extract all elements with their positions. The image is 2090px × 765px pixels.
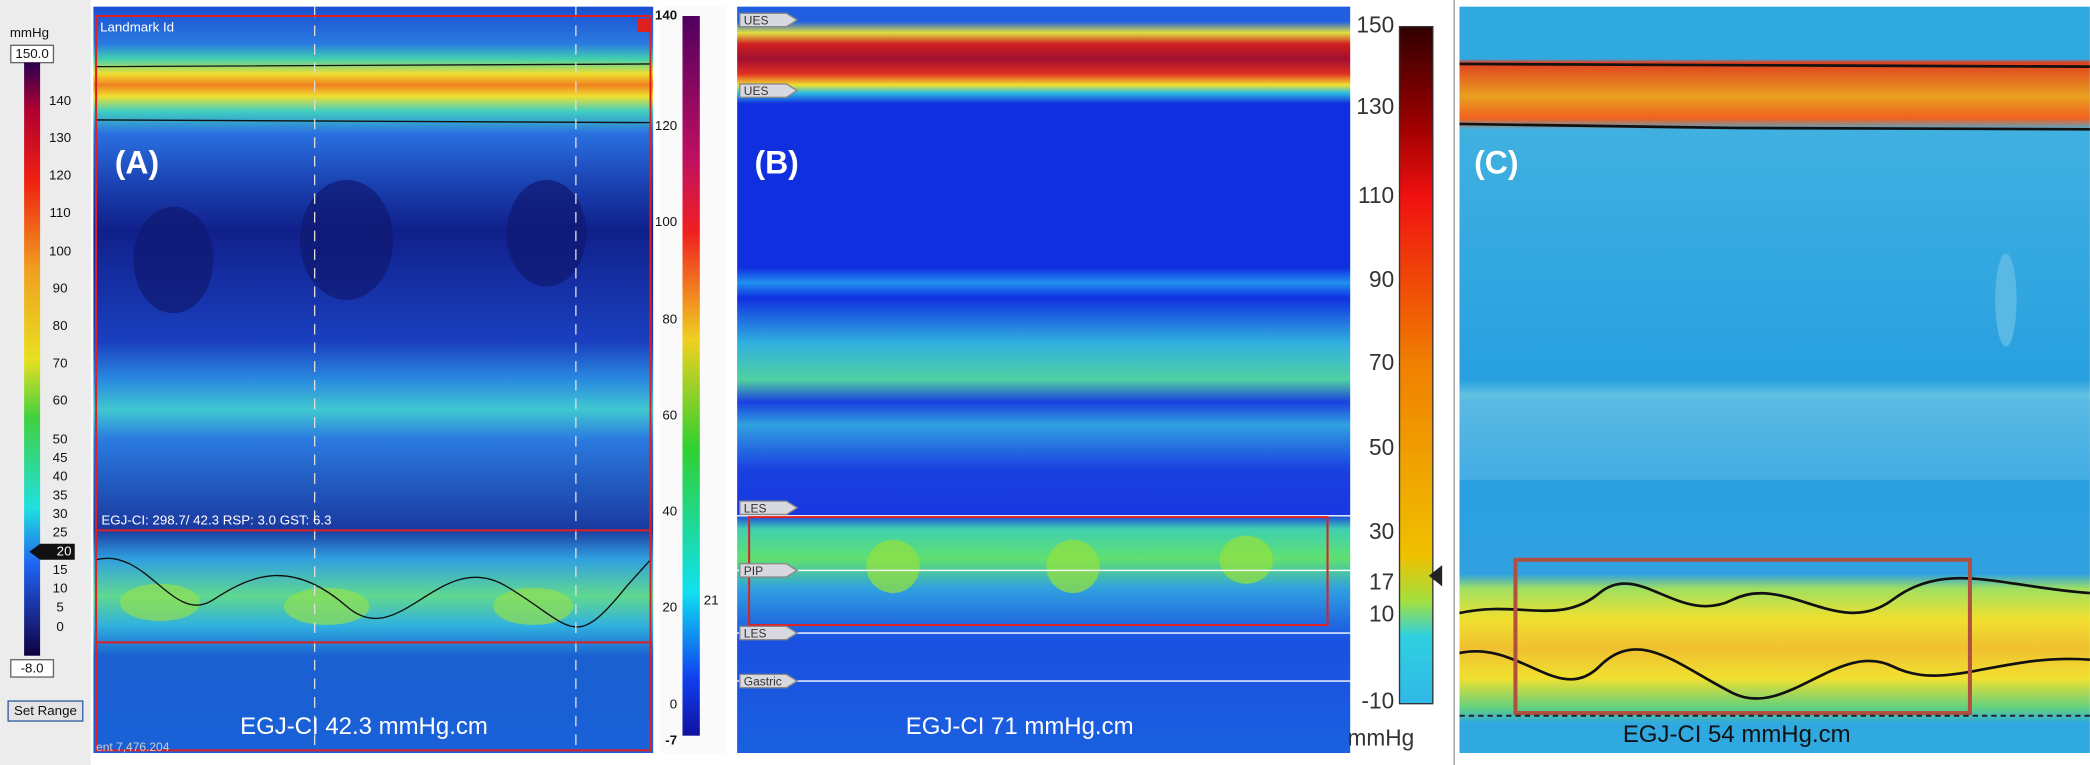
button-label[interactable]: Set Range <box>14 703 77 718</box>
tick-label: 50 <box>1369 434 1394 460</box>
tick-labels: 1401301201101009080706050454035302515105… <box>49 93 71 634</box>
marker <box>29 543 75 560</box>
event: ent 7,476.204 <box>96 740 170 754</box>
tick-label: 60 <box>662 407 677 422</box>
marker-label: 21 <box>704 593 719 608</box>
texture <box>866 535 1273 594</box>
tick-label: 140 <box>49 93 71 108</box>
tick-label: 150 <box>1356 12 1394 38</box>
caption: EGJ-CI 71 mmHg.cm <box>906 713 1134 740</box>
tab <box>739 673 799 689</box>
panel-label: (B) <box>754 145 798 181</box>
colorbar <box>1398 25 1434 705</box>
landmark-label: UES <box>744 84 769 98</box>
region-box <box>1513 557 1972 716</box>
close[interactable] <box>637 18 651 32</box>
tick-label: 90 <box>1369 266 1394 292</box>
tick-label: 130 <box>49 130 71 145</box>
tick-label: 0 <box>670 697 677 712</box>
panel-b: UES UES LES PIP LES Gastric (B) EGJ-CI 71 mmH… <box>737 6 1443 754</box>
tick-label: 130 <box>1356 93 1394 119</box>
tick-labels: 140 120 100 80 60 40 20 0 -7 <box>655 8 677 748</box>
heatmap <box>93 6 654 754</box>
caption: EGJ-CI 54 mmHg.cm <box>1623 721 1851 748</box>
tick-label: 80 <box>662 311 677 326</box>
colorbar <box>682 15 700 736</box>
tick-label: -7 <box>665 733 677 748</box>
panel-c: (C) EGJ-CI 54 mmHg.cm <box>1459 6 2090 754</box>
tick-label: 110 <box>1358 182 1394 208</box>
marker <box>1428 565 1443 587</box>
tick-label: 5 <box>56 599 63 614</box>
tick-label: 120 <box>655 118 677 133</box>
tick-label: 30 <box>53 506 68 521</box>
landmark-label: LES <box>744 627 767 641</box>
unit: mmHg <box>10 25 49 40</box>
landmark-label: Landmark Id <box>100 20 174 35</box>
tick-label: 10 <box>53 581 68 596</box>
info: EGJ-CI: 298.7/ 42.3 RSP: 3.0 GST: 6.3 <box>101 513 331 528</box>
tick-label: 70 <box>1369 349 1394 375</box>
tick-label: 100 <box>655 214 677 229</box>
heatmap <box>737 6 1351 754</box>
tick-label: 17 <box>1369 569 1394 595</box>
tick-label: 80 <box>53 318 68 333</box>
tick-label: 140 <box>655 8 677 23</box>
max-value: 150.0 <box>15 46 48 61</box>
tick-label: 50 <box>53 431 68 446</box>
tab <box>739 625 799 641</box>
landmark-label: Gastric <box>744 675 782 689</box>
tick-label: 100 <box>49 243 71 258</box>
tick-label: 60 <box>53 393 68 408</box>
panel-label: (A) <box>115 145 159 181</box>
panel-label: (C) <box>1474 145 1518 181</box>
texture <box>120 179 587 626</box>
tick-label: 110 <box>49 205 70 220</box>
tab <box>739 12 799 28</box>
tick-label: 30 <box>1369 518 1394 544</box>
tick-label: 90 <box>53 281 68 296</box>
landmarks: UES UES LES PIP LES Gastric <box>739 12 799 689</box>
scale-panel <box>0 0 91 765</box>
min-box <box>10 659 55 678</box>
tick-label: 10 <box>1369 601 1394 627</box>
set-range-button[interactable] <box>7 700 84 722</box>
tick-label: 20 <box>662 599 677 614</box>
tick-labels: 150 130 110 90 70 50 30 17 10 -10 <box>1356 12 1394 714</box>
tick-label: 70 <box>53 355 68 370</box>
panel-a: mmHg 150.0 14013012011010090807060504540… <box>0 0 727 765</box>
tab <box>739 563 799 578</box>
landmark-label: UES <box>744 13 769 27</box>
tick-label: 120 <box>49 167 71 182</box>
heatmap <box>1459 6 2090 754</box>
caption: EGJ-CI 42.3 mmHg.cm <box>240 713 488 740</box>
landmark-label: PIP <box>744 564 763 578</box>
tick-label: 25 <box>53 525 68 540</box>
tick-label: 35 <box>53 487 68 502</box>
tick-label: 45 <box>53 450 68 465</box>
unit: mmHg <box>1348 725 1415 751</box>
tick-label: 40 <box>53 469 68 484</box>
marker-label: 20 <box>57 543 72 558</box>
tick-label: 40 <box>662 503 677 518</box>
landmark-label: LES <box>744 501 767 515</box>
tick-label: 0 <box>56 619 63 634</box>
tick-label: -10 <box>1361 687 1394 713</box>
tab <box>739 500 799 516</box>
tab <box>739 83 799 98</box>
tick-label: 15 <box>53 562 68 577</box>
frame <box>95 14 652 752</box>
min-value: -8.0 <box>21 661 44 676</box>
colorbar <box>24 62 41 656</box>
